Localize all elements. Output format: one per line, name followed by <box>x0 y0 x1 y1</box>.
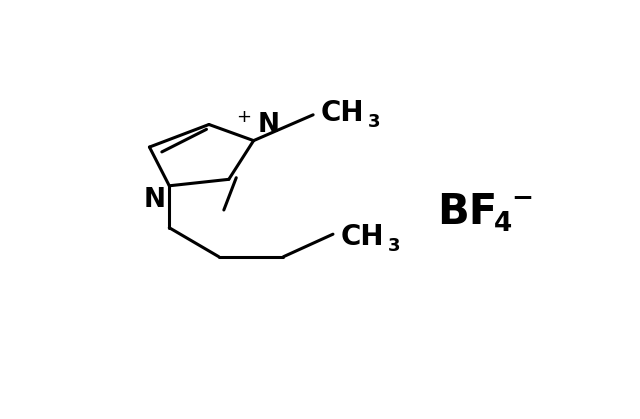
Text: BF: BF <box>437 191 497 233</box>
Text: −: − <box>511 186 534 212</box>
Text: CH: CH <box>321 99 364 127</box>
Text: CH: CH <box>340 223 384 251</box>
Text: N: N <box>143 187 165 213</box>
Text: 3: 3 <box>388 238 400 256</box>
Text: 4: 4 <box>494 211 513 237</box>
Text: 3: 3 <box>367 113 380 131</box>
Text: N: N <box>257 112 280 138</box>
Text: +: + <box>236 108 252 126</box>
